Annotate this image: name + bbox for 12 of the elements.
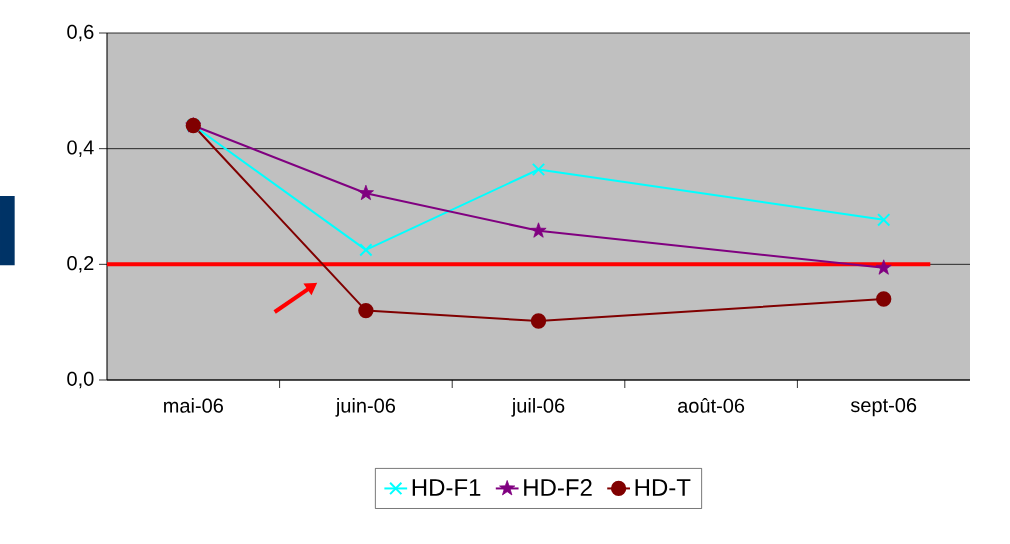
legend-label: HD-F2	[524, 479, 592, 496]
y-tick-label: 0,4	[67, 140, 94, 157]
y-tick-label: 0,2	[67, 256, 94, 273]
x-tick-label: mai-06	[164, 398, 223, 413]
x-tick-label: juil-06	[511, 398, 565, 417]
y-tick-label: 0,0	[67, 371, 94, 389]
y-tick-label: 0,6	[67, 24, 94, 42]
legend-label: HD-T	[635, 479, 691, 496]
x-tick-label: sept-06	[850, 398, 917, 417]
legend-label: HD-F1	[412, 479, 481, 496]
x-tick-label: août-06	[678, 398, 745, 413]
x-tick-label: juin-06	[335, 398, 396, 417]
